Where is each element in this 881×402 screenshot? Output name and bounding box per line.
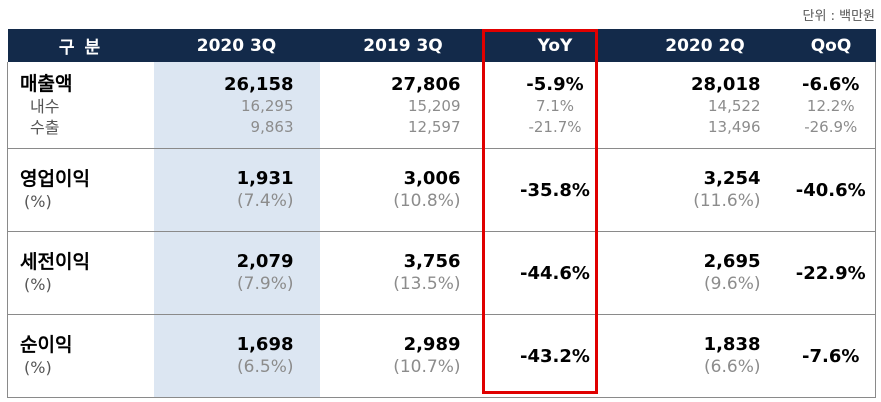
net-income-2020-3q-cell: 1,698 (6.5%) — [153, 314, 320, 398]
pretax-income-2020-3q-cell: 2,079 (7.9%) — [153, 231, 320, 315]
domestic-2020-3q: 16,295 — [241, 96, 294, 115]
pretax-income-label: 세전이익 — [20, 251, 90, 273]
domestic-2020-2q: 14,522 — [708, 96, 761, 115]
net-margin-2020-3q: (6.5%) — [237, 357, 294, 377]
net-income-pct-label: (%) — [24, 358, 52, 377]
pretax-income-label-cell: 세전이익 (%) — [7, 231, 154, 315]
export-2019-3q: 12,597 — [408, 117, 461, 136]
header-2020-2q: 2020 2Q — [623, 29, 787, 62]
sales-qoq-cell: -6.6% 12.2% -26.9% — [786, 62, 876, 149]
pretax-income-qoq-cell: -22.9% — [786, 231, 876, 315]
operating-margin-2020-3q: (7.4%) — [237, 191, 294, 211]
header-2020-3q: 2020 3Q — [153, 29, 320, 62]
pretax-margin-2019-3q: (13.5%) — [393, 274, 461, 294]
operating-profit-row: 영업이익 (%) 1,931 (7.4%) 3,006 (10.8%) -35.… — [7, 148, 876, 232]
operating-profit-2019-3q-cell: 3,006 (10.8%) — [319, 148, 487, 232]
net-income-label-cell: 순이익 (%) — [7, 314, 154, 398]
net-margin-2020-2q: (6.6%) — [704, 357, 761, 377]
operating-profit-yoy-cell: -35.8% — [486, 148, 624, 232]
operating-profit-label-cell: 영업이익 (%) — [7, 148, 154, 232]
sales-label: 매출액 — [20, 73, 73, 95]
sales-2020-3q: 26,158 — [224, 73, 294, 95]
net-income-2020-2q: 1,838 — [703, 334, 761, 355]
header-qoq: QoQ — [786, 29, 876, 62]
pretax-income-pct-label: (%) — [24, 275, 52, 294]
domestic-yoy: 7.1% — [535, 96, 575, 115]
sales-yoy-cell: -5.9% 7.1% -21.7% — [486, 62, 624, 149]
sales-qoq: -6.6% — [802, 73, 860, 95]
pretax-margin-2020-2q: (9.6%) — [704, 274, 761, 294]
net-income-2019-3q-cell: 2,989 (10.7%) — [319, 314, 487, 398]
pretax-margin-2020-3q: (7.9%) — [237, 274, 294, 294]
operating-profit-label: 영업이익 — [20, 168, 90, 190]
sales-label-cell: 매출액 내수 수출 — [7, 62, 154, 149]
pretax-income-2019-3q: 3,756 — [403, 251, 461, 272]
sales-2020-2q-cell: 28,018 14,522 13,496 — [623, 62, 787, 149]
domestic-qoq: 12.2% — [806, 96, 855, 115]
operating-profit-qoq: -40.6% — [795, 179, 866, 201]
financial-summary-table: 구 분 2020 3Q 2019 3Q YoY 2020 2Q QoQ 매출액 … — [7, 29, 876, 398]
operating-profit-qoq-cell: -40.6% — [786, 148, 876, 232]
net-income-qoq: -7.6% — [802, 345, 860, 367]
export-qoq: -26.9% — [804, 117, 858, 136]
net-income-2019-3q: 2,989 — [403, 334, 461, 355]
operating-profit-2020-2q: 3,254 — [703, 168, 761, 189]
pretax-income-2020-2q-cell: 2,695 (9.6%) — [623, 231, 787, 315]
operating-margin-2020-2q: (11.6%) — [693, 191, 761, 211]
net-income-qoq-cell: -7.6% — [786, 314, 876, 398]
net-income-2020-3q: 1,698 — [236, 334, 294, 355]
operating-profit-2020-2q-cell: 3,254 (11.6%) — [623, 148, 787, 232]
pretax-income-yoy-cell: -44.6% — [486, 231, 624, 315]
sales-row: 매출액 내수 수출 26,158 16,295 9,863 27,806 15,… — [7, 62, 876, 149]
domestic-label: 내수 — [30, 97, 60, 116]
sales-2020-2q: 28,018 — [691, 73, 761, 95]
net-margin-2019-3q: (10.7%) — [393, 357, 461, 377]
sales-2020-3q-cell: 26,158 16,295 9,863 — [153, 62, 320, 149]
export-2020-2q: 13,496 — [708, 117, 761, 136]
pretax-income-yoy: -44.6% — [520, 262, 590, 284]
operating-margin-2019-3q: (10.8%) — [393, 191, 461, 211]
domestic-2019-3q: 15,209 — [408, 96, 461, 115]
pretax-income-qoq: -22.9% — [795, 262, 866, 284]
pretax-income-row: 세전이익 (%) 2,079 (7.9%) 3,756 (13.5%) -44.… — [7, 231, 876, 315]
operating-profit-2019-3q: 3,006 — [403, 168, 461, 189]
sales-2019-3q-cell: 27,806 15,209 12,597 — [319, 62, 487, 149]
pretax-income-2019-3q-cell: 3,756 (13.5%) — [319, 231, 487, 315]
net-income-label: 순이익 — [20, 334, 73, 356]
header-row: 구 분 2020 3Q 2019 3Q YoY 2020 2Q QoQ — [7, 29, 876, 62]
export-yoy: -21.7% — [528, 117, 582, 136]
sales-2019-3q: 27,806 — [391, 73, 461, 95]
operating-profit-pct-label: (%) — [24, 192, 52, 211]
unit-label: 단위 : 백만원 — [802, 9, 875, 24]
net-income-row: 순이익 (%) 1,698 (6.5%) 2,989 (10.7%) -43.2… — [7, 314, 876, 398]
sales-yoy: -5.9% — [526, 73, 584, 95]
net-income-2020-2q-cell: 1,838 (6.6%) — [623, 314, 787, 398]
export-label: 수출 — [30, 118, 60, 137]
pretax-income-2020-2q: 2,695 — [703, 251, 761, 272]
operating-profit-2020-3q-cell: 1,931 (7.4%) — [153, 148, 320, 232]
operating-profit-yoy: -35.8% — [520, 179, 590, 201]
header-yoy: YoY — [486, 29, 624, 62]
export-2020-3q: 9,863 — [250, 117, 294, 136]
header-category: 구 분 — [7, 29, 154, 62]
net-income-yoy-cell: -43.2% — [486, 314, 624, 398]
operating-profit-2020-3q: 1,931 — [236, 168, 294, 189]
net-income-yoy: -43.2% — [520, 345, 590, 367]
pretax-income-2020-3q: 2,079 — [236, 251, 294, 272]
header-2019-3q: 2019 3Q — [319, 29, 487, 62]
